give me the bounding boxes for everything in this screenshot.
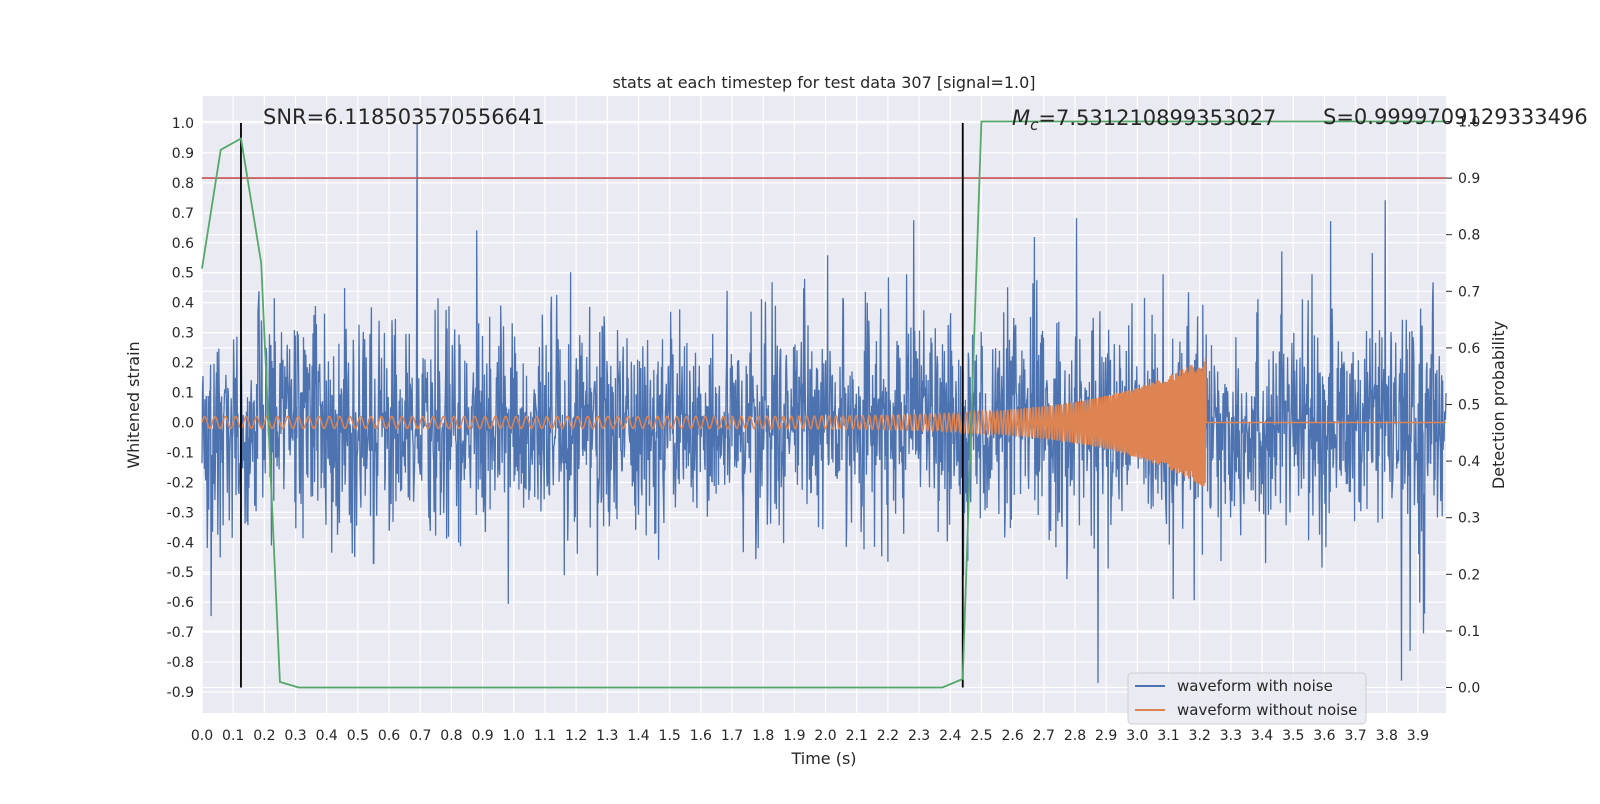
x-tick-label: 1.8 [752,728,774,744]
x-tick-label: 0.9 [471,728,493,744]
y-tick-label: 0.8 [172,176,194,192]
y-axis-label: Whitened strain [124,341,143,468]
x-tick-label: 2.0 [814,728,836,744]
y-tick-label: -0.3 [167,505,194,521]
x-tick-label: 3.1 [1157,728,1179,744]
chirp-mass-annotation: Mc=7.531210899353027 [1012,106,1276,134]
y2-tick-label: 0.3 [1458,511,1480,527]
x-tick-label: 3.5 [1282,728,1304,744]
y-tick-label: 0.4 [172,296,194,312]
legend-box [1127,672,1367,725]
x-tick-label: 1.6 [690,728,712,744]
x-tick-label: 0.6 [378,728,400,744]
x-tick-label: 0.5 [347,728,369,744]
y-tick-label: 0.6 [172,236,194,252]
y2-tick-label: 0.4 [1458,454,1480,470]
x-tick-label: 1.3 [596,728,618,744]
y-tick-label: -0.7 [167,625,194,641]
x-tick-label: 1.9 [783,728,805,744]
x-tick-label: 3.8 [1376,728,1398,744]
y2-tick-label: 0.6 [1458,341,1480,357]
y-tick-label: -0.1 [167,445,194,461]
legend-label-noisy: waveform with noise [1177,677,1333,695]
x-tick-label: 2.2 [877,728,899,744]
x-tick-label: 1.4 [627,728,649,744]
chart-title: stats at each timestep for test data 307… [612,73,1035,92]
y-tick-label: 0.1 [172,386,194,402]
y-tick-label: 0.5 [172,266,194,282]
x-tick-label: 3.7 [1344,728,1366,744]
y-tick-label: -0.5 [167,565,194,581]
y-tick-label: 0.3 [172,326,194,342]
x-tick-label: 3.3 [1220,728,1242,744]
y-tick-label: 0.9 [172,146,194,162]
x-tick-label: 2.6 [1001,728,1023,744]
y-tick-label: -0.8 [167,655,194,671]
legend: waveform with noise waveform without noi… [1127,672,1367,725]
x-tick-label: 0.7 [409,728,431,744]
x-tick-label: 1.2 [565,728,587,744]
y2-tick-label: 1.0 [1458,114,1480,130]
y2-tick-label: 0.9 [1458,171,1480,187]
y2-tick-label: 0.2 [1458,567,1480,583]
x-tick-label: 0.4 [316,728,338,744]
y2-tick-label: 0.1 [1458,624,1480,640]
x-tick-label: 2.1 [846,728,868,744]
x-tick-label: 3.9 [1407,728,1429,744]
y-tick-label: 0.2 [172,356,194,372]
x-tick-label: 2.5 [970,728,992,744]
y-tick-label: -0.4 [167,535,194,551]
x-tick-label: 0.3 [284,728,306,744]
x-tick-label: 1.1 [534,728,556,744]
y-tick-label: -0.2 [167,475,194,491]
x-tick-label: 2.3 [908,728,930,744]
axis-ticks: 0.0 0.1 0.2 0.3 0.4 0.5 0.6 0.7 0.8 0.9 1.0 1.1 1.2 1… [167,114,1481,744]
x-tick-label: 0.0 [191,728,213,744]
x-tick-label: 2.8 [1064,728,1086,744]
y2-tick-label: 0.0 [1458,681,1480,697]
y-tick-label: 1.0 [172,116,194,132]
chirp-mass-value: =7.531210899353027 [1038,106,1276,130]
x-tick-label: 2.9 [1095,728,1117,744]
y2-tick-label: 0.8 [1458,228,1480,244]
x-tick-label: 2.4 [939,728,961,744]
chirp-mass-subscript: c [1030,116,1039,134]
x-tick-label: 0.8 [440,728,462,744]
series-layer [201,120,1447,689]
x-tick-label: 1.5 [659,728,681,744]
x-tick-label: 3.4 [1251,728,1273,744]
x-tick-label: 1.0 [503,728,525,744]
x-tick-label: 3.6 [1313,728,1335,744]
y2-tick-label: 0.7 [1458,284,1480,300]
chirp-mass-symbol: M [1012,106,1030,130]
snr-annotation: SNR=6.118503570556641 [263,105,545,129]
y2-axis-label: Detection probability [1489,321,1508,489]
y2-tick-label: 0.5 [1458,398,1480,414]
x-tick-label: 0.2 [253,728,275,744]
x-tick-label: 3.2 [1189,728,1211,744]
s-annotation: S=0.9999709129333496 [1323,105,1588,129]
x-tick-label: 0.1 [222,728,244,744]
y-tick-label: 0.0 [172,415,194,431]
y-tick-label: -0.9 [167,685,194,701]
y-tick-label: -0.6 [167,595,194,611]
noisy-waveform-line [201,122,1447,684]
y-tick-label: 0.7 [172,206,194,222]
legend-label-clean: waveform without noise [1177,701,1357,719]
x-tick-label: 2.7 [1033,728,1055,744]
x-axis-label: Time (s) [790,749,856,768]
clean-waveform-line [201,357,1446,487]
x-tick-label: 3.0 [1126,728,1148,744]
x-tick-label: 1.7 [721,728,743,744]
detection-probability-line [201,120,1446,689]
